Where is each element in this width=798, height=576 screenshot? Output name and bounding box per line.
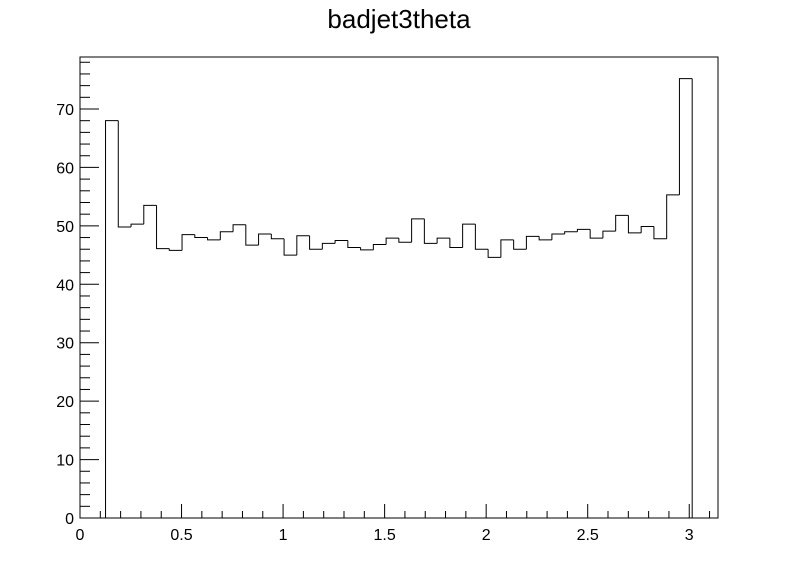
histogram-bin — [411, 218, 425, 243]
histogram-bin — [117, 120, 132, 228]
histogram-bin — [538, 236, 552, 241]
x-tick-label: 0.5 — [170, 527, 192, 544]
histogram-bin — [258, 233, 272, 246]
histogram-bin — [678, 78, 693, 195]
histogram-bin — [168, 248, 183, 251]
histogram-bin — [500, 239, 514, 258]
histogram-bin — [232, 224, 246, 232]
histogram-bin — [309, 235, 323, 250]
histogram-bin — [181, 234, 195, 251]
y-tick-label: 20 — [56, 394, 74, 411]
histogram-bin — [589, 229, 603, 239]
histogram-bin — [551, 233, 565, 240]
histogram-bin — [156, 205, 170, 250]
histogram-bin — [334, 239, 348, 244]
histogram-bin — [487, 249, 501, 258]
x-tick-label: 1.5 — [373, 527, 395, 544]
histogram-bin — [270, 234, 285, 240]
y-tick-label: 30 — [56, 336, 74, 353]
histogram-bin — [207, 237, 221, 241]
y-tick-label: 50 — [56, 219, 74, 236]
histogram-bin — [474, 224, 489, 250]
y-tick-label: 70 — [56, 102, 74, 119]
histogram-bin — [347, 240, 361, 248]
y-tick-label: 10 — [56, 453, 74, 470]
histogram-bin — [385, 237, 399, 245]
histogram-bin — [525, 235, 540, 250]
histogram-bin — [627, 215, 642, 234]
histogram-bin — [576, 228, 591, 232]
x-tick-label: 2.5 — [577, 527, 599, 544]
histogram-bin — [640, 225, 654, 233]
histogram-bin — [130, 223, 144, 228]
histogram-bin — [245, 224, 259, 246]
histogram-bin — [321, 242, 336, 250]
y-tick-label: 60 — [56, 160, 74, 177]
histogram-bin — [615, 214, 629, 232]
histogram-bin — [194, 234, 208, 239]
histogram-bin — [372, 244, 387, 250]
histogram-bin — [105, 120, 119, 518]
histogram-bin — [449, 238, 463, 248]
histogram-bin — [462, 223, 476, 248]
x-tick-label: 2 — [482, 527, 491, 544]
histogram-bin — [283, 238, 297, 256]
histogram-bin — [219, 231, 234, 240]
histogram-bin — [143, 204, 157, 225]
histogram-bin — [602, 230, 616, 239]
y-tick-label: 40 — [56, 277, 74, 294]
y-tick-label: 0 — [65, 511, 74, 528]
histogram-bin — [360, 247, 374, 251]
histogram-bin — [513, 239, 527, 250]
histogram-bin — [653, 226, 667, 240]
histogram-bin — [436, 237, 450, 244]
histogram-bin — [296, 235, 310, 256]
x-tick-label: 0 — [76, 527, 85, 544]
x-tick-label: 3 — [685, 527, 694, 544]
histogram-bin — [564, 231, 578, 235]
plot-frame — [79, 56, 719, 519]
histogram-bin — [666, 194, 680, 239]
x-tick-label: 1 — [279, 527, 288, 544]
chart-title: badjet3theta — [327, 4, 471, 34]
histogram-bin — [398, 238, 412, 243]
histogram-bin — [423, 218, 438, 244]
